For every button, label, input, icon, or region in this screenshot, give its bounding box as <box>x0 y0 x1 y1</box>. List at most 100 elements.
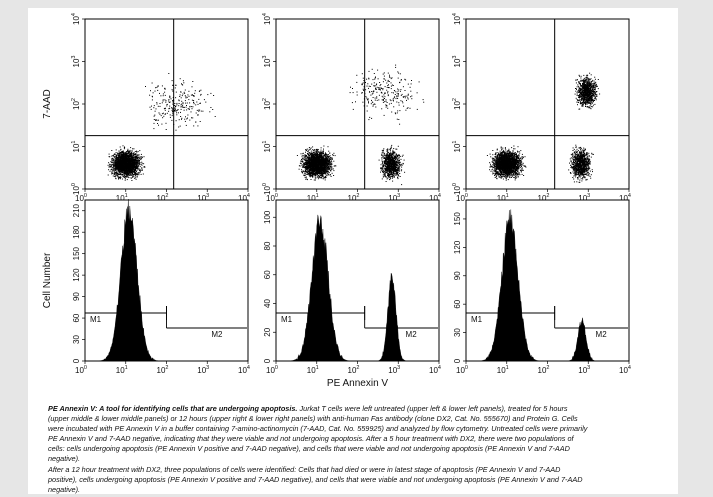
scatter-point <box>302 165 304 167</box>
scatter-point <box>312 162 314 164</box>
scatter-point <box>139 162 141 164</box>
scatter-point <box>310 148 311 150</box>
scatter-point <box>128 168 130 170</box>
scatter-point <box>123 155 125 157</box>
scatter-point <box>318 170 320 172</box>
scatter-point <box>123 170 125 172</box>
scatter-point <box>111 150 113 151</box>
scatter-point <box>133 174 135 176</box>
scatter-point <box>321 164 323 166</box>
scatter-point <box>317 150 319 152</box>
scatter-point <box>185 116 186 118</box>
scatter1-xtick-exp-2: 2 <box>165 193 168 199</box>
scatter-point <box>308 164 310 166</box>
scatter-point <box>127 152 129 154</box>
scatter-point <box>192 81 194 82</box>
scatter-point <box>324 173 326 175</box>
scatter-point <box>118 155 120 157</box>
scatter-point <box>120 152 122 154</box>
scatter-point <box>113 158 115 160</box>
scatter-point <box>132 166 133 167</box>
scatter-point <box>135 174 137 176</box>
scatter-point <box>172 108 174 110</box>
scatter-point <box>325 152 326 154</box>
scatter-point <box>116 167 118 169</box>
scatter-point <box>322 169 323 171</box>
scatter-point <box>319 162 321 164</box>
scatter1-ytick-exp-0: 0 <box>71 183 77 186</box>
scatter-point <box>127 166 129 168</box>
scatter-point <box>190 94 192 96</box>
scatter-point <box>132 171 134 173</box>
scatter-point <box>125 160 127 162</box>
scatter-point <box>316 156 318 158</box>
scatter-point <box>123 157 125 158</box>
scatter-point <box>120 149 122 151</box>
scatter-point <box>301 157 303 159</box>
scatter-point <box>308 162 310 164</box>
scatter-point <box>302 164 304 166</box>
scatter-point <box>131 158 133 160</box>
scatter-point <box>312 153 314 155</box>
scatter-point <box>325 169 327 171</box>
scatter-point <box>316 157 318 159</box>
scatter-point <box>122 163 123 165</box>
scatter-point <box>315 170 317 172</box>
scatter-point <box>139 157 141 159</box>
scatter-point <box>137 172 139 174</box>
scatter-point <box>318 157 320 159</box>
scatter-point <box>143 166 145 168</box>
scatter-point <box>157 119 159 121</box>
scatter-point <box>124 163 126 165</box>
scatter-point <box>307 165 309 167</box>
scatter-point <box>311 171 313 173</box>
scatter-point <box>112 164 114 166</box>
scatter-point <box>321 168 323 170</box>
scatter-point <box>312 162 313 164</box>
scatter-point <box>186 102 188 104</box>
scatter-point <box>182 84 184 86</box>
scatter-point <box>127 167 129 169</box>
scatter-point <box>310 169 312 171</box>
scatter-point <box>309 168 311 170</box>
scatter-point <box>318 162 320 164</box>
scatter-point <box>125 175 127 177</box>
scatter1-ytick-exp-4: 4 <box>71 13 77 16</box>
scatter-point <box>135 155 136 157</box>
scatter-point <box>315 169 317 170</box>
scatter-point <box>180 116 182 117</box>
scatter-point <box>318 151 320 153</box>
scatter-point <box>316 148 317 150</box>
scatter-point <box>304 172 306 174</box>
scatter-point <box>178 119 180 121</box>
scatter-point <box>110 161 112 163</box>
scatter-point <box>134 175 136 177</box>
scatter-point <box>131 163 133 165</box>
scatter-point <box>316 149 318 151</box>
scatter-point <box>124 152 126 154</box>
scatter-point <box>113 155 115 157</box>
scatter-point <box>313 159 315 160</box>
scatter-point <box>308 154 310 156</box>
scatter-point <box>322 172 324 174</box>
scatter-point <box>205 101 207 103</box>
scatter-point <box>325 170 327 172</box>
scatter-point <box>306 149 307 151</box>
scatter-point <box>116 156 117 158</box>
scatter-point <box>123 163 125 165</box>
scatter-point <box>304 177 306 178</box>
scatter-point <box>304 175 306 177</box>
scatter-point <box>111 157 113 159</box>
scatter-point <box>311 170 313 172</box>
scatter-point <box>119 152 120 154</box>
scatter-point <box>383 158 385 159</box>
scatter-point <box>306 162 308 164</box>
scatter-point <box>312 163 314 165</box>
scatter-point <box>315 165 316 167</box>
scatter-point <box>153 128 155 130</box>
scatter-point <box>122 162 124 164</box>
scatter-point <box>175 85 177 86</box>
scatter-point <box>313 179 315 181</box>
scatter-point <box>125 171 127 172</box>
